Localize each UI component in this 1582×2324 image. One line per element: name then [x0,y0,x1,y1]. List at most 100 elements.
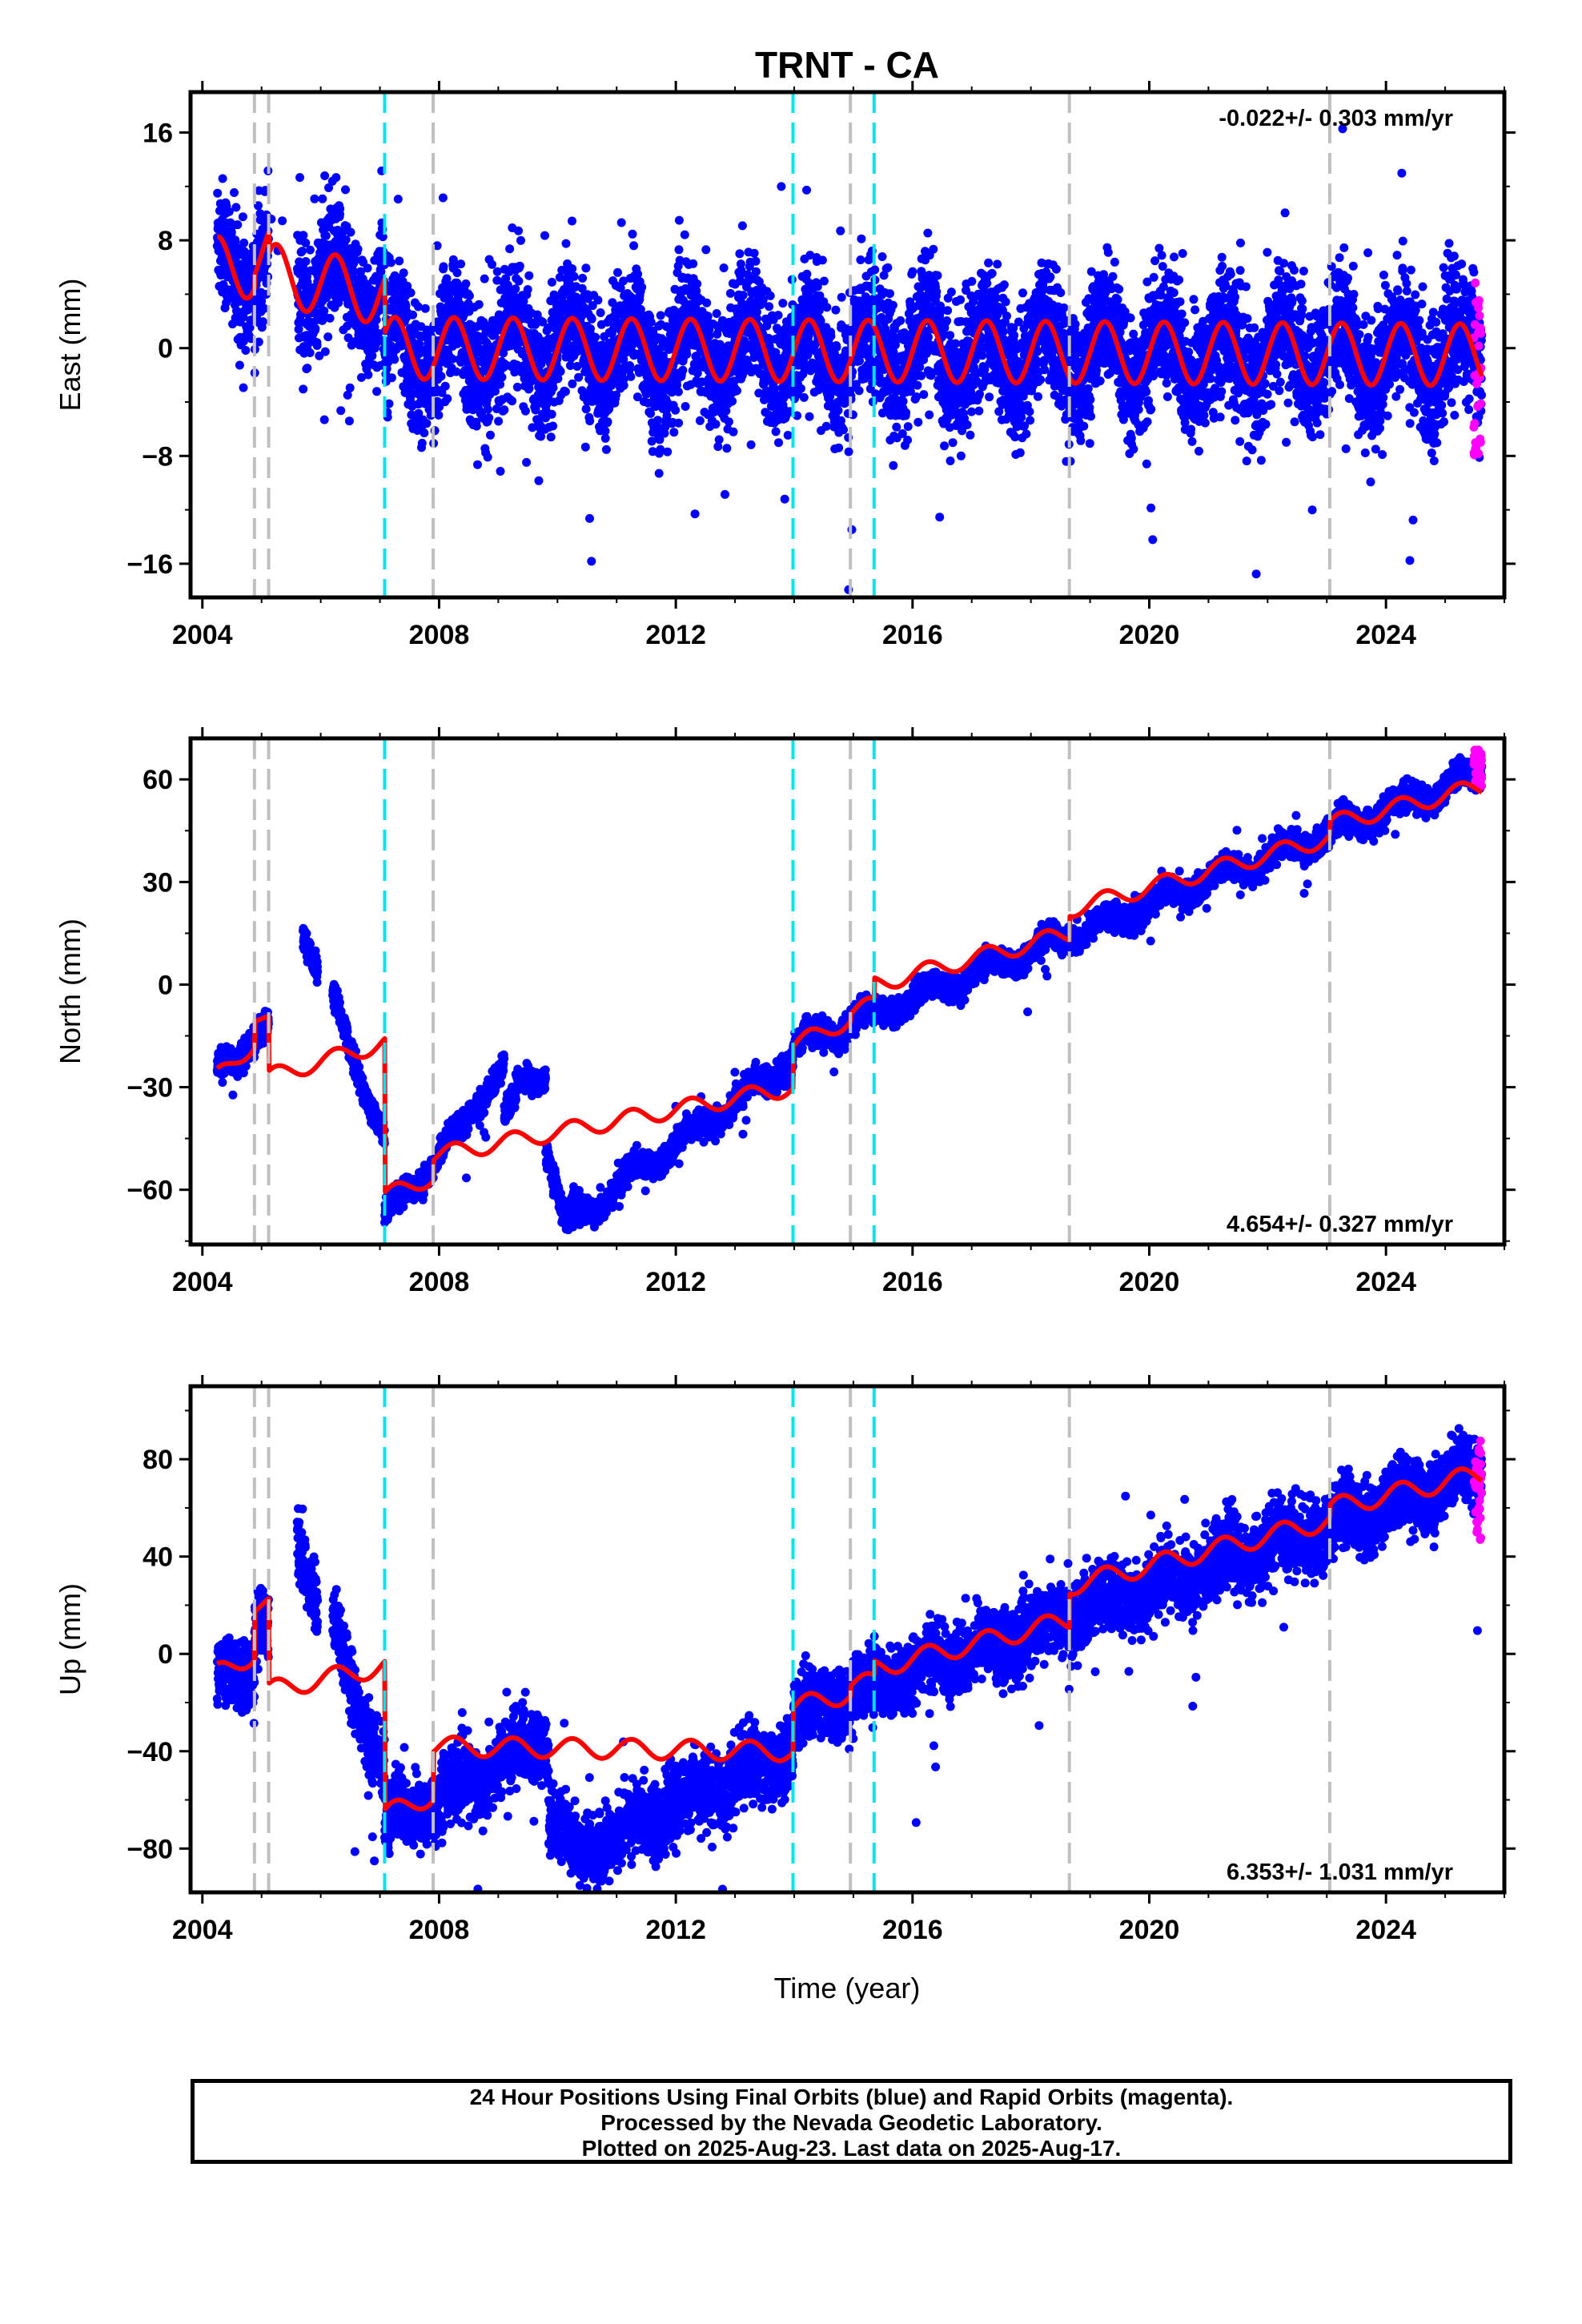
east-point [724,417,733,427]
east-point [436,372,446,381]
east-point [370,322,379,332]
east-point [826,332,836,341]
east-point [613,267,622,277]
east-point [218,174,227,183]
east-point [596,308,605,317]
east-point [888,300,897,310]
east-point [320,171,330,180]
east-point [856,255,865,264]
east-point [230,188,239,197]
east-point [363,263,372,273]
east-point [616,218,626,227]
east-point [233,220,243,230]
east-point [484,413,494,423]
east-point [1022,429,1031,439]
east-point [494,416,504,426]
east-point [295,173,304,183]
east-point [435,402,444,412]
east-point [403,281,412,291]
east-point [663,447,673,456]
east-point [932,287,942,296]
east-point [341,235,351,244]
east-point [746,440,756,449]
east-point [600,433,610,443]
chart-title: TRNT - CA [755,44,939,86]
east-point [1046,272,1055,282]
east-point [985,392,994,402]
east-point [773,311,783,320]
east-point [832,343,841,352]
east-point [956,451,966,460]
east-point [523,285,532,294]
east-point [581,263,591,273]
east-point [987,268,997,278]
east-point [241,346,251,355]
east-point [341,185,350,195]
east-point [343,333,353,343]
east-point [674,215,684,225]
east-point [925,410,934,420]
east-point [442,274,452,283]
east-point [903,422,913,432]
east-point [656,311,665,320]
east-point [966,430,975,440]
east-point [935,513,945,522]
east-point [729,427,738,436]
east-point [629,241,639,251]
east-point [452,268,462,278]
east-point [719,263,729,272]
east-point [561,239,571,248]
east-point [967,407,976,416]
east-point [765,302,774,312]
east-point [363,370,373,380]
east-point [946,287,956,297]
east-point [516,235,525,245]
east-point [560,387,570,396]
east-point [325,313,335,323]
east-point [448,354,457,364]
east-point [384,399,394,408]
east-point [343,390,352,400]
east-point [833,406,843,416]
east-point [857,234,866,243]
east-point [319,415,329,424]
east-point [420,304,430,313]
east-plot-area [212,92,1487,597]
east-point [301,238,311,247]
east-point [799,392,809,402]
east-point [547,409,556,419]
east-point [940,441,949,451]
east-point [534,476,544,485]
east-point [331,173,341,183]
east-point [585,513,594,523]
east-point [508,396,517,406]
east-point [967,276,977,286]
east-point [224,207,234,216]
east-point [432,241,442,251]
east-point [898,396,908,406]
east-point [401,301,411,311]
east-point [722,444,732,453]
east-point [733,386,741,396]
east-point [547,277,556,287]
east-point [1025,407,1034,416]
east-point [591,332,600,342]
east-point [834,443,844,452]
east-point [395,256,404,266]
east-point [415,340,424,348]
east-point [294,324,303,334]
east-point [461,279,471,288]
east-point [501,274,511,283]
east-point [962,420,972,429]
east-point [472,421,481,431]
east-point [933,271,942,280]
east-point [511,284,520,294]
east-point [259,304,269,313]
east-point [456,259,466,269]
east-point [568,264,577,274]
east-point [889,460,898,470]
east-point [796,384,805,393]
east-point [524,271,534,280]
east-point [305,245,315,255]
east-point [593,296,603,305]
